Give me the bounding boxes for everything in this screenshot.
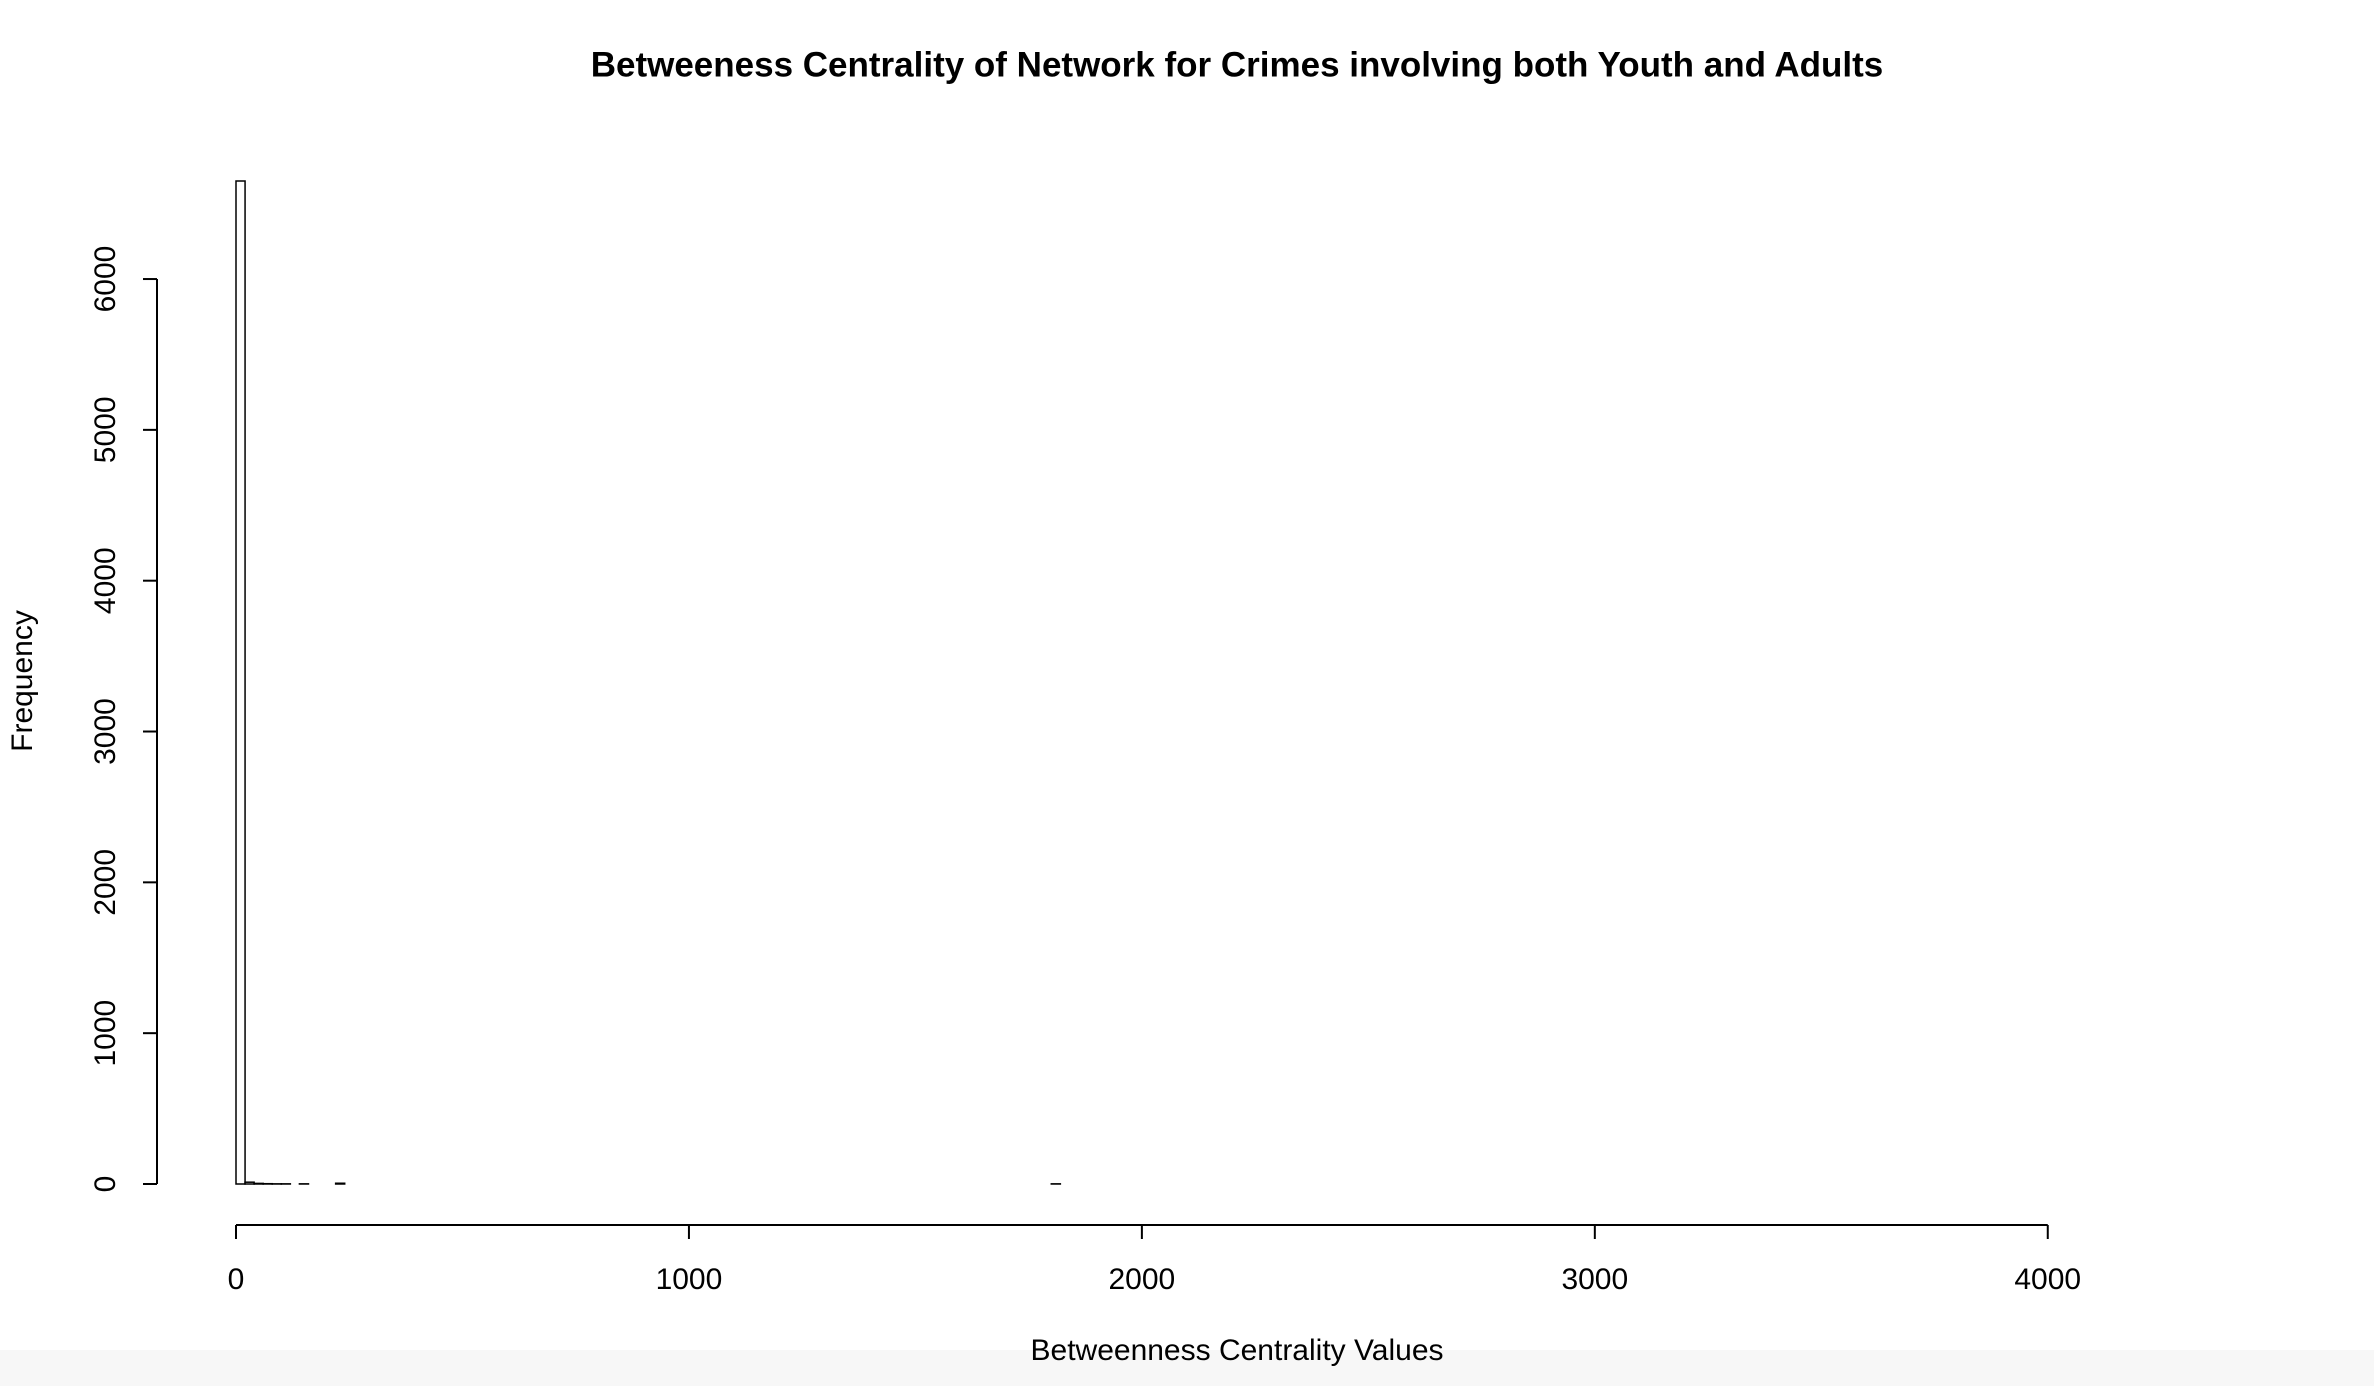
bar <box>235 180 246 1185</box>
x-axis-label: Betweenness Centrality Values <box>1031 1334 1444 1367</box>
footer-band <box>0 1350 2374 1386</box>
bar <box>334 1182 346 1185</box>
y-tick-label: 5000 <box>89 396 122 463</box>
x-tick-label: 1000 <box>656 1263 723 1296</box>
y-tick-label: 0 <box>89 1176 122 1193</box>
chart-title: Betweeness Centrality of Network for Cri… <box>591 45 1884 84</box>
y-tick-label: 4000 <box>89 547 122 614</box>
x-tick-label: 4000 <box>2014 1263 2081 1296</box>
x-tick-label: 0 <box>228 1263 245 1296</box>
y-axis-label: Frequency <box>6 610 39 752</box>
y-tick-label: 2000 <box>89 849 122 916</box>
x-tick-label: 2000 <box>1109 1263 1176 1296</box>
bar <box>253 1182 264 1185</box>
y-tick-label: 3000 <box>89 698 122 765</box>
x-tick-label: 3000 <box>1561 1263 1628 1296</box>
y-tick-label: 1000 <box>89 1000 122 1067</box>
y-tick-label: 6000 <box>89 246 122 313</box>
bar <box>244 1181 255 1185</box>
